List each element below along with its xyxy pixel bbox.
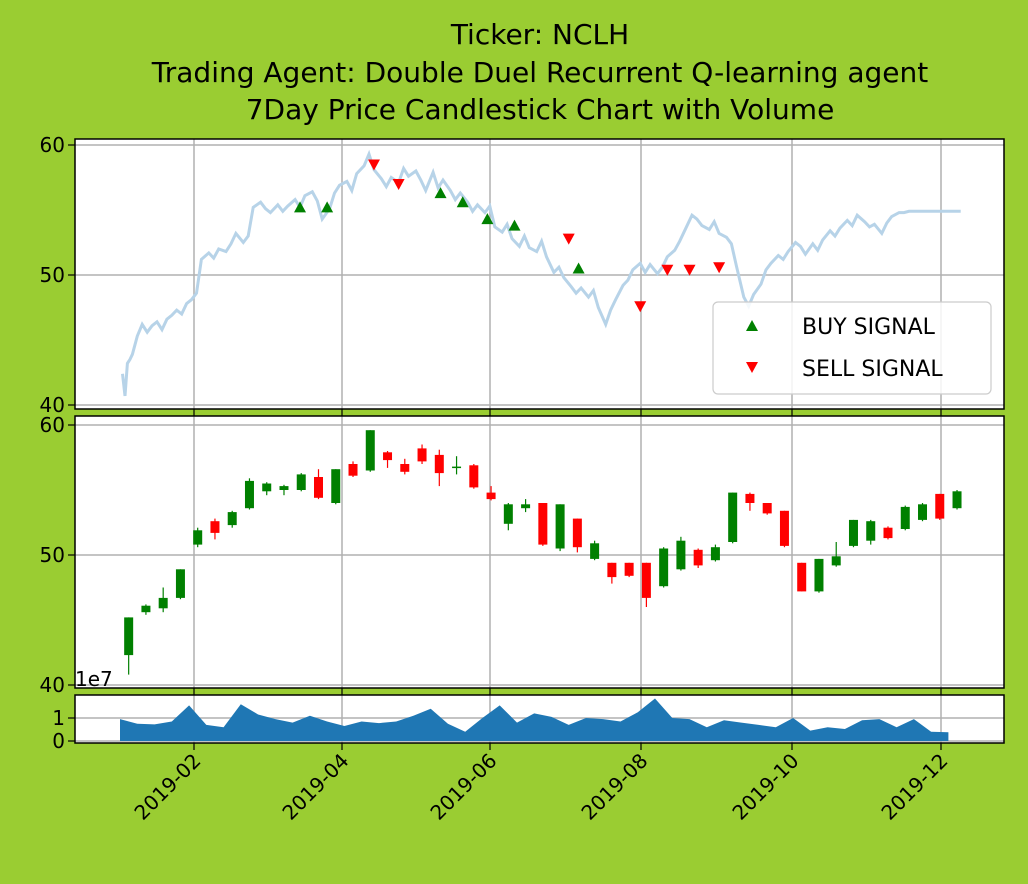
price-y-tick-label: 60 (40, 133, 65, 157)
candle-body (141, 605, 151, 613)
legend-buy-marker (746, 320, 758, 331)
volume-frame (74, 694, 1005, 744)
legend-sell-label: SELL SIGNAL (802, 357, 943, 382)
candle-body (693, 549, 703, 566)
candle-body (572, 518, 582, 548)
volume-y-tick-label: 1 (52, 706, 65, 730)
price-y-tick-label: 50 (40, 263, 65, 287)
legend: BUY SIGNAL SELL SIGNAL (712, 301, 992, 395)
ohlc-y-tick-label: 40 (40, 673, 65, 697)
candle-body (331, 469, 341, 503)
candle-body (641, 562, 651, 598)
candle-body (417, 448, 427, 462)
candle-body (762, 503, 772, 514)
price-y-tick-label: 40 (40, 393, 65, 417)
candle-body (193, 530, 203, 545)
candle-body (745, 493, 755, 503)
legend-buy-label: BUY SIGNAL (802, 315, 936, 340)
volume-offset-label: 1e7 (75, 667, 113, 691)
candle-body (728, 492, 738, 542)
ohlc-y-tick-label: 50 (40, 543, 65, 567)
candle-body (814, 558, 824, 592)
candle-body (883, 527, 893, 539)
candle-body (400, 464, 410, 472)
candle-body (175, 569, 185, 598)
candle-body (866, 521, 876, 541)
buy-signal-marker (481, 213, 494, 225)
candle-body (918, 504, 928, 520)
candle-body (469, 465, 479, 488)
candle-body (590, 543, 600, 559)
sell-signal-marker (683, 264, 696, 276)
candle-body (383, 452, 393, 461)
candle-body (452, 466, 462, 469)
candle-body (279, 486, 289, 490)
title-line-3: 7Day Price Candlestick Chart with Volume (246, 93, 835, 126)
title-line-2: Trading Agent: Double Duel Recurrent Q-l… (151, 56, 928, 89)
candle-body (952, 491, 962, 509)
ohlc-y-tick-label: 60 (40, 413, 65, 437)
candle-body (486, 492, 496, 500)
sell-signal-marker (367, 159, 380, 171)
candle-body (365, 430, 375, 471)
candle-body (314, 477, 323, 498)
candle-body (503, 504, 513, 524)
candle-body (848, 519, 858, 546)
candle-body (210, 521, 220, 533)
candle-body (262, 483, 272, 492)
candle-body (227, 512, 237, 526)
legend-sell-marker (746, 362, 758, 373)
sell-signal-marker (713, 262, 726, 274)
candle-body (348, 464, 358, 476)
buy-signal-marker (434, 187, 447, 199)
candle-body (831, 556, 841, 566)
candle-body (555, 504, 565, 549)
title-line-1: Ticker: NCLH (450, 18, 629, 51)
buy-signal-marker (508, 219, 521, 231)
candle-body (158, 597, 168, 609)
buy-signal-marker (294, 201, 307, 213)
sell-signal-marker (634, 301, 647, 313)
candle-body (124, 617, 134, 656)
price-line (121, 149, 961, 397)
candle-body (607, 562, 617, 578)
candle-body (659, 548, 669, 587)
candle-body (521, 504, 531, 509)
candle-body (538, 503, 548, 545)
sell-signal-marker (562, 233, 575, 245)
sell-signal-marker (392, 179, 405, 190)
volume-area (120, 698, 949, 741)
candle-body (710, 547, 720, 561)
candle-body (296, 474, 306, 490)
price-frame (74, 138, 1005, 410)
buy-signal-marker (321, 201, 334, 213)
volume-y-tick-label: 0 (52, 729, 65, 753)
ohlc-frame (74, 415, 1005, 689)
candle-body (900, 506, 910, 529)
candle-body (935, 493, 945, 519)
candle-body (779, 510, 789, 546)
ohlc-plot-area (75, 416, 1004, 688)
candlestick-panel: 40 50 60 (40, 413, 1005, 697)
sell-signal-marker (661, 264, 674, 276)
buy-signal-marker (572, 262, 585, 274)
candle-body (624, 562, 634, 576)
candle-body (676, 540, 686, 570)
chart-title: Ticker: NCLH Trading Agent: Double Duel … (151, 18, 928, 126)
candle-body (434, 454, 444, 474)
candle-body (244, 480, 254, 509)
buy-signal-marker (456, 196, 469, 208)
legend-box (712, 301, 992, 395)
candle-body (797, 562, 807, 592)
